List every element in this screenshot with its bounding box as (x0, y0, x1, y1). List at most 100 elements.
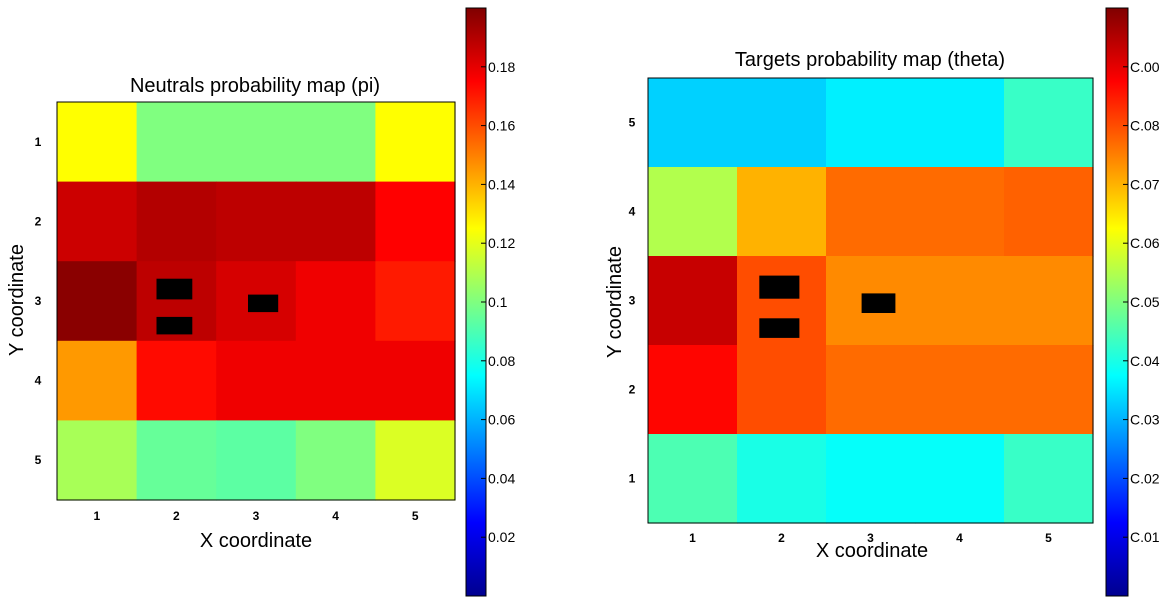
neutrals-cell-r4-c1 (57, 340, 138, 421)
neutrals-x-tick-4: 4 (332, 509, 339, 523)
targets-cell-r4-c2 (737, 345, 827, 435)
neutrals-x-tick-2: 2 (173, 509, 180, 523)
neutrals-cell-r5-c4 (295, 420, 376, 501)
neutrals-cell-r5-c2 (136, 420, 217, 501)
neutrals-cell-r2-c4 (295, 181, 376, 262)
targets-colorbar-tick-2: C.02 (1130, 470, 1160, 486)
targets-x-axis-label: X coordinate (816, 540, 928, 562)
targets-cell-r1-c2 (737, 78, 827, 168)
neutrals-x-tick-1: 1 (93, 509, 100, 523)
targets-cell-r4-c5 (1004, 345, 1094, 435)
targets-colorbar-tick-3: C.03 (1130, 412, 1160, 428)
neutrals-colorbar-tick-3: 0.06 (488, 412, 515, 428)
targets-cell-r4-c4 (915, 345, 1005, 435)
neutrals-cell-r4-c5 (375, 340, 456, 421)
neutrals-cell-r2-c1 (57, 181, 138, 262)
targets-colorbar-ticks: C.01 C.02 C.03 C.04 C.05 C.06 C.07 C.08 C.00 (1123, 59, 1160, 545)
targets-y-tick-2: 4 (629, 205, 636, 219)
neutrals-plot-frame (56, 101, 456, 501)
targets-colorbar-tick-9: C.00 (1130, 59, 1160, 75)
targets-cell-r2-c5 (1004, 167, 1094, 257)
targets-cell-r5-c5 (1004, 434, 1094, 524)
neutrals-cell-r2-c3 (216, 181, 297, 262)
targets-cell-r4-c1 (648, 345, 738, 435)
targets-cell-r2-c2 (737, 167, 827, 257)
neutrals-colorbar-tick-8: 0.16 (488, 118, 515, 134)
targets-colorbar-tick-7: C.07 (1130, 176, 1160, 192)
targets-x-tick-5: 5 (1045, 531, 1052, 545)
targets-x-tick-1: 1 (689, 531, 696, 545)
targets-cell-r1-c1 (648, 78, 738, 168)
targets-colorbar-tick-5: C.05 (1130, 294, 1160, 310)
targets-y-tick-3: 3 (629, 294, 636, 308)
targets-colorbar-tick-6: C.06 (1130, 235, 1160, 251)
neutrals-colorbar-tick-9: 0.18 (488, 59, 515, 75)
targets-cell-r1-c3 (826, 78, 916, 168)
targets-tick-labels: 1 2 3 4 5 5 4 3 2 1 (629, 116, 1053, 546)
neutrals-cell-r4-c2 (136, 340, 217, 421)
targets-x-tick-4: 4 (956, 531, 963, 545)
targets-cell-r5-c4 (915, 434, 1005, 524)
neutrals-cell-r1-c3 (216, 102, 297, 183)
neutrals-x-axis-label: X coordinate (200, 530, 312, 552)
targets-plot-frame (647, 77, 1094, 524)
targets-cell-r4-c3 (826, 345, 916, 435)
neutrals-chart: Neutrals probability map (pi) 1 2 3 4 5 1 2 3 4 5… (6, 7, 515, 597)
neutrals-colorbar-tick-2: 0.04 (488, 470, 515, 486)
targets-chart: Targets probability map (theta) 1 2 3 4 5 5 4 3… (604, 7, 1160, 597)
neutrals-cell-r1-c4 (295, 102, 376, 183)
neutrals-marker-1 (156, 278, 193, 300)
neutrals-cell-r5-c5 (375, 420, 456, 501)
neutrals-y-tick-2: 2 (35, 214, 42, 228)
neutrals-y-tick-4: 4 (35, 374, 42, 388)
neutrals-cell-r3-c5 (375, 261, 456, 342)
neutrals-y-tick-3: 3 (35, 294, 42, 308)
neutrals-colorbar-tick-6: 0.12 (488, 235, 515, 251)
targets-y-axis-label: Y coordinate (604, 246, 626, 358)
targets-cell-r1-c5 (1004, 78, 1094, 168)
neutrals-cell-r3-c1 (57, 261, 138, 342)
neutrals-y-tick-5: 5 (35, 453, 42, 467)
targets-colorbar-tick-1: C.01 (1130, 529, 1160, 545)
targets-x-tick-3: 3 (867, 531, 874, 545)
neutrals-heatmap-cells (57, 102, 456, 501)
targets-cell-r3-c5 (1004, 256, 1094, 346)
targets-colorbar-tick-8: C.08 (1130, 118, 1160, 134)
neutrals-cell-r1-c1 (57, 102, 138, 183)
targets-cell-r5-c3 (826, 434, 916, 524)
neutrals-marker-3 (248, 294, 279, 313)
targets-heatmap-cells (648, 78, 1094, 524)
neutrals-colorbar-ticks: 0.02 0.04 0.06 0.08 0.1 0.12 0.14 0.16 0.18 (481, 59, 515, 545)
targets-marker-2 (759, 318, 800, 338)
targets-cell-r2-c4 (915, 167, 1005, 257)
targets-cell-r2-c1 (648, 167, 738, 257)
neutrals-cell-r1-c2 (136, 102, 217, 183)
targets-y-tick-5: 1 (629, 472, 636, 486)
targets-cell-r3-c4 (915, 256, 1005, 346)
neutrals-cell-r4-c3 (216, 340, 297, 421)
targets-cell-r2-c3 (826, 167, 916, 257)
targets-y-tick-4: 2 (629, 383, 636, 397)
neutrals-cell-r2-c2 (136, 181, 217, 262)
neutrals-x-tick-5: 5 (412, 509, 419, 523)
neutrals-cell-r2-c5 (375, 181, 456, 262)
targets-colorbar-tick-4: C.04 (1130, 353, 1160, 369)
neutrals-cell-r5-c3 (216, 420, 297, 501)
targets-marker-3 (861, 293, 896, 313)
neutrals-cell-r4-c4 (295, 340, 376, 421)
neutrals-cell-r3-c4 (295, 261, 376, 342)
neutrals-cell-r1-c5 (375, 102, 456, 183)
neutrals-colorbar-tick-7: 0.14 (488, 176, 515, 192)
targets-cell-r3-c1 (648, 256, 738, 346)
neutrals-marker-2 (156, 316, 193, 335)
targets-cell-r5-c1 (648, 434, 738, 524)
targets-cell-r1-c4 (915, 78, 1005, 168)
neutrals-colorbar-tick-5: 0.1 (488, 294, 508, 310)
targets-y-tick-1: 5 (629, 116, 636, 130)
neutrals-x-tick-3: 3 (253, 509, 260, 523)
neutrals-cell-r5-c1 (57, 420, 138, 501)
targets-marker-1 (759, 275, 800, 299)
neutrals-colorbar-tick-1: 0.02 (488, 529, 515, 545)
neutrals-tick-labels: 1 2 3 4 5 1 2 3 4 5 (35, 135, 419, 523)
